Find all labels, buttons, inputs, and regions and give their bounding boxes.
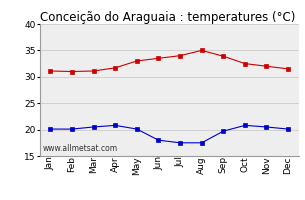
Text: www.allmetsat.com: www.allmetsat.com [42, 144, 117, 153]
Text: Conceição do Araguaia : temperatures (°C): Conceição do Araguaia : temperatures (°C… [40, 11, 295, 24]
